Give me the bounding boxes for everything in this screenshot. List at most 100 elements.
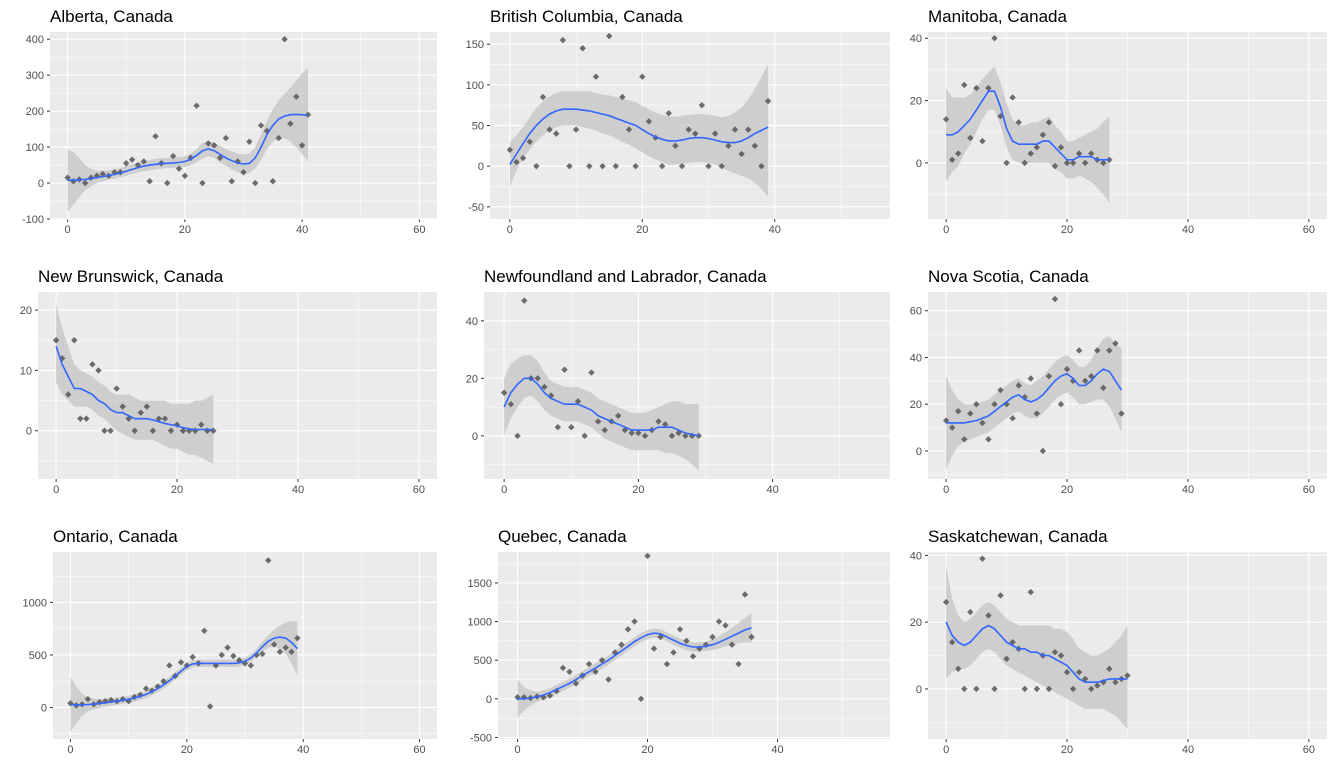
confidence-ribbon — [509, 64, 769, 197]
data-point — [269, 178, 277, 185]
smooth-trend-line — [70, 636, 298, 706]
data-point — [942, 417, 950, 424]
chart-title: Quebec, Canada — [498, 527, 627, 546]
data-point — [123, 160, 130, 167]
x-tick-label: 0 — [53, 484, 59, 496]
data-point — [657, 633, 664, 641]
chart-title: Manitoba, Canada — [928, 7, 1067, 26]
data-point — [1106, 665, 1113, 673]
data-point — [81, 179, 89, 187]
data-point — [711, 130, 719, 137]
data-point — [179, 427, 187, 434]
data-point — [1009, 638, 1016, 646]
facet-chart: New Brunswick, Canada 0 20 40 60 0 10 20 — [20, 267, 437, 496]
data-point — [1094, 347, 1101, 354]
chart-title: Newfoundland and Labrador, Canada — [484, 267, 767, 286]
data-point — [1015, 119, 1022, 126]
data-point — [991, 401, 998, 408]
data-point — [275, 134, 282, 142]
data-point — [541, 383, 548, 391]
y-tick-label: 60 — [910, 306, 922, 318]
x-tick-label: 20 — [1061, 744, 1073, 756]
data-point — [689, 653, 697, 660]
data-point — [637, 695, 645, 703]
smooth-trend-line — [509, 108, 769, 165]
data-point — [161, 415, 169, 422]
data-point — [252, 179, 259, 187]
data-point — [644, 552, 651, 560]
data-point — [650, 645, 658, 652]
data-point — [500, 389, 508, 396]
data-point — [83, 415, 90, 422]
data-point — [77, 415, 84, 422]
data-point — [991, 35, 998, 42]
data-point — [658, 162, 666, 170]
confidence-ribbon — [56, 304, 214, 464]
data-point — [741, 591, 749, 598]
data-point — [241, 660, 249, 667]
data-point — [128, 156, 136, 163]
y-tick-label: 20 — [910, 399, 922, 411]
data-point — [1027, 150, 1034, 157]
data-point — [152, 133, 159, 140]
data-point — [574, 398, 582, 405]
x-tick-label: 40 — [769, 224, 781, 236]
y-tick-label: 0 — [478, 161, 484, 173]
y-tick-label: 50 — [472, 121, 484, 133]
data-point — [89, 361, 96, 368]
facet-chart: Newfoundland and Labrador, Canada0204060… — [466, 267, 890, 496]
y-tick-label: 150 — [466, 39, 484, 51]
data-point — [973, 401, 980, 408]
data-point — [228, 178, 235, 185]
y-tick-label: 10 — [20, 365, 32, 377]
confidence-ribbon — [946, 336, 1122, 470]
data-point — [585, 660, 593, 668]
data-point — [624, 626, 632, 633]
data-point — [973, 685, 980, 693]
y-tick-label: 1500 — [468, 578, 492, 590]
data-point — [71, 337, 78, 344]
facet-panel: Manitoba, Canada 0 20 40 60 0 20 40 — [890, 0, 1335, 260]
data-point — [101, 427, 108, 434]
data-point — [187, 154, 194, 162]
data-point — [175, 165, 183, 172]
data-point — [146, 178, 153, 185]
y-tick-label: 20 — [910, 617, 922, 629]
data-point — [566, 668, 573, 675]
data-point — [64, 174, 71, 181]
confidence-ribbon — [67, 68, 308, 212]
data-point — [1015, 382, 1022, 389]
data-point — [210, 142, 218, 149]
smooth-trend-line — [67, 113, 309, 181]
y-tick-label: 0 — [916, 446, 922, 458]
x-tick-label: 0 — [507, 224, 513, 236]
data-point — [1088, 150, 1095, 157]
data-point — [1009, 94, 1016, 101]
x-tick-label: 20 — [171, 484, 183, 496]
facet-panel: New Brunswick, Canada 0 20 40 60 0 10 20 — [0, 260, 445, 520]
data-point — [682, 432, 689, 440]
smooth-trend-line — [945, 621, 1128, 683]
x-tick-label: 20 — [179, 224, 191, 236]
data-point — [942, 598, 950, 606]
data-point — [709, 633, 716, 641]
data-point — [635, 429, 642, 437]
smooth-trend-line — [946, 368, 1123, 424]
data-point — [96, 699, 103, 706]
smooth-trend-line — [517, 626, 752, 700]
data-point — [257, 122, 265, 129]
x-tick-label: 0 — [943, 484, 949, 496]
confidence-ribbon — [946, 66, 1110, 204]
data-point — [181, 172, 189, 180]
data-point — [1027, 375, 1034, 382]
chart-title: New Brunswick, Canada — [38, 267, 224, 286]
y-tick-label: 20 — [910, 96, 922, 108]
x-tick-label: 20 — [636, 224, 648, 236]
data-point — [1075, 347, 1083, 354]
data-point — [738, 150, 745, 158]
x-tick-label: 60 — [413, 744, 425, 756]
x-tick-label: 60 — [1303, 224, 1315, 236]
data-point — [758, 162, 765, 170]
chart-title: Saskatchewan, Canada — [928, 527, 1108, 546]
